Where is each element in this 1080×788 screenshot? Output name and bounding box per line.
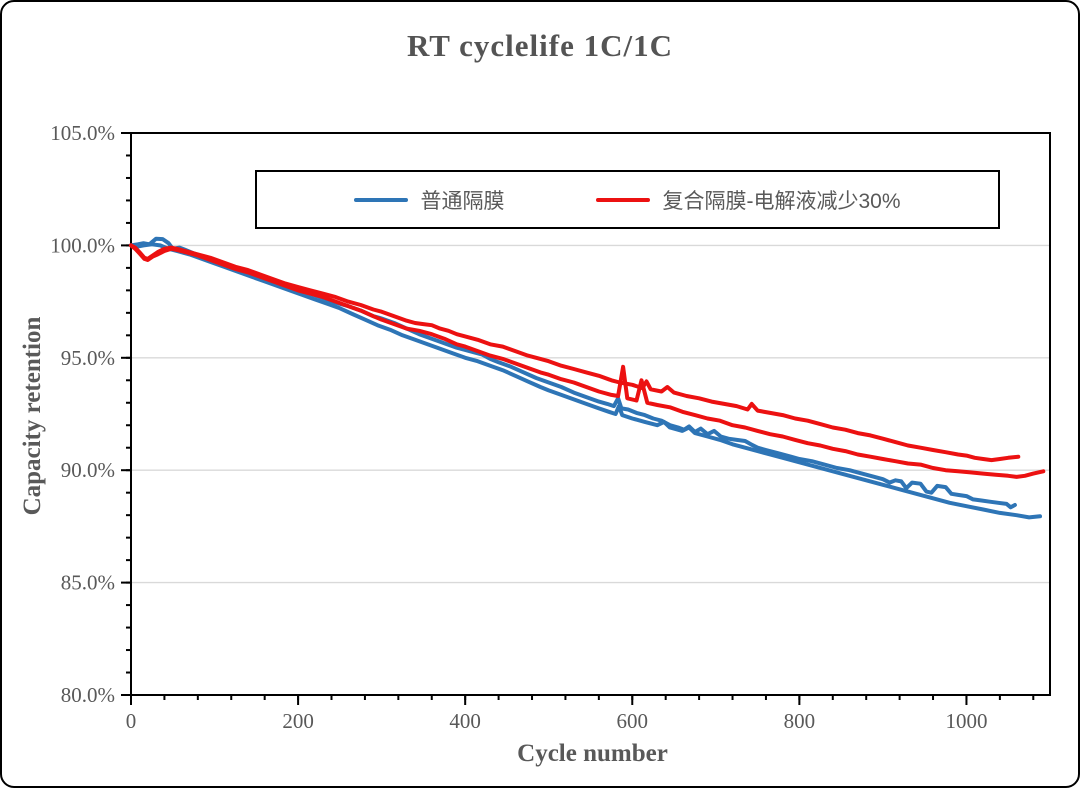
y-tick-label: 80.0% [61, 683, 115, 707]
red-line-swatch [596, 197, 651, 202]
y-tick-label: 95.0% [61, 346, 115, 370]
blue-line-swatch [354, 197, 409, 202]
legend-item-composite-separator: 复合隔膜-电解液减少30% [596, 185, 901, 215]
x-tick-label: 1000 [945, 709, 987, 733]
x-tick-label: 0 [126, 709, 137, 733]
series-普通隔膜-cell-2 [129, 242, 1042, 520]
legend-label: 复合隔膜-电解液减少30% [662, 189, 901, 213]
y-tick-label: 105.0% [50, 121, 115, 145]
series-复合隔膜-电解液减少30%-cell-2 [129, 243, 1046, 479]
legend-box: 普通隔膜 复合隔膜-电解液减少30% [255, 170, 1000, 229]
y-tick-label: 90.0% [61, 458, 115, 482]
x-axis-title: Cycle number [517, 740, 668, 767]
plot-border [130, 132, 1051, 696]
series-复合隔膜-电解液减少30%-cell-1 [129, 243, 1021, 463]
x-tick-label: 600 [617, 709, 649, 733]
x-tick-label: 800 [784, 709, 816, 733]
chart-title: RT cyclelife 1C/1C [407, 28, 673, 63]
y-axis-title: Capacity retention [19, 316, 46, 516]
x-tick-label: 400 [449, 709, 481, 733]
x-tick-label: 200 [282, 709, 314, 733]
y-tick-label: 85.0% [61, 571, 115, 595]
legend-item-normal-separator: 普通隔膜 [354, 185, 504, 215]
legend-label: 普通隔膜 [420, 189, 505, 213]
y-tick-label: 100.0% [50, 233, 115, 257]
